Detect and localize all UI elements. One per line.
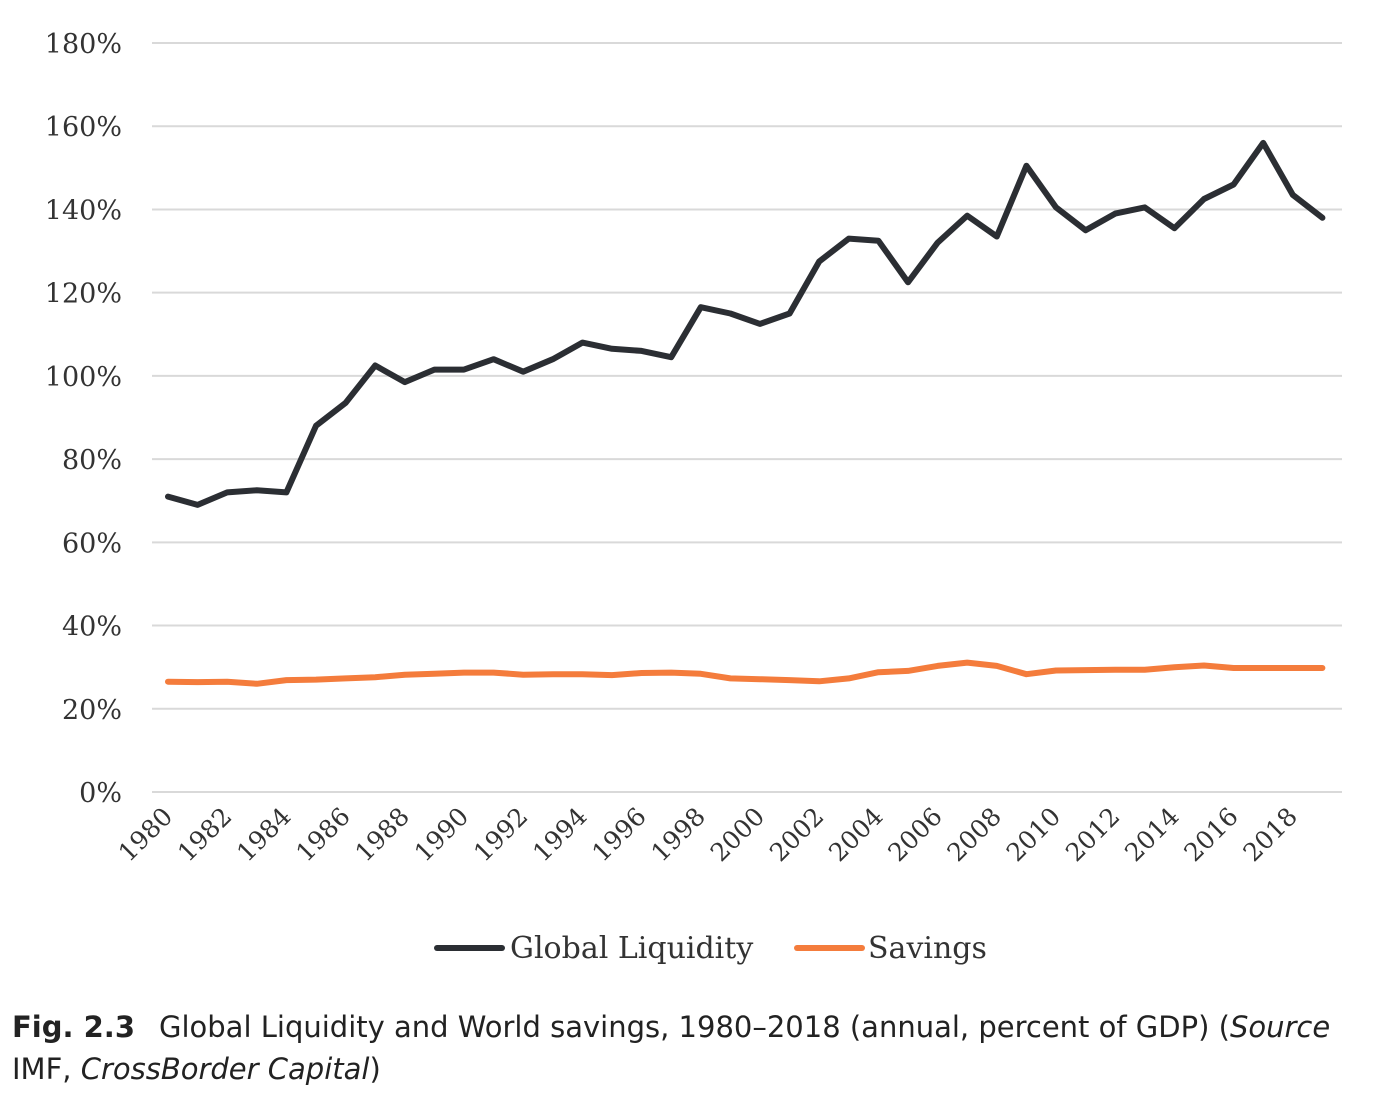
gridlines: [152, 42, 1342, 793]
legend: Global Liquidity Savings: [434, 931, 987, 966]
y-tick-label: 0%: [79, 778, 122, 809]
figure-label: Fig. 2.3: [12, 1010, 135, 1044]
x-tick-label: 2006: [882, 802, 947, 867]
y-tick-label: 80%: [62, 445, 122, 476]
x-tick-label: 1988: [350, 802, 415, 867]
y-tick-label: 40%: [62, 612, 122, 643]
x-tick-label: 2012: [1060, 802, 1125, 867]
x-tick-label: 2018: [1238, 802, 1303, 867]
series-lines: [165, 139, 1326, 687]
x-tick-label: 1996: [586, 802, 651, 867]
legend-label-savings: Savings: [868, 931, 987, 966]
y-tick-label: 60%: [62, 528, 122, 559]
x-tick-label: 1980: [113, 802, 178, 867]
x-tick-label: 2014: [1119, 802, 1184, 867]
legend-label-global-liquidity: Global Liquidity: [510, 931, 753, 966]
x-tick-label: 1990: [409, 802, 474, 867]
y-tick-label: 100%: [45, 362, 122, 393]
x-tick-label: 2016: [1178, 802, 1243, 867]
y-tick-label: 180%: [45, 29, 122, 60]
y-tick-label: 120%: [45, 279, 122, 310]
x-tick-label: 1982: [172, 802, 237, 867]
x-tick-label: 1998: [646, 802, 711, 867]
line-chart: 0%20%40%60%80%100%120%140%160%180% 19801…: [45, 29, 1342, 966]
series-line-global-liquidity: [165, 139, 1326, 508]
series-line-savings: [165, 659, 1326, 687]
caption-close: ): [369, 1052, 381, 1086]
caption-source-label: Source: [1229, 1010, 1331, 1044]
y-axis-ticks: 0% 20% 40% 60% 80% 100% 120% 140% 160% 180%: [45, 29, 122, 809]
caption-source-text: IMF,: [12, 1052, 81, 1086]
figure-caption: Fig. 2.3 Global Liquidity and World savin…: [12, 1006, 1368, 1090]
x-tick-label: 2004: [823, 802, 888, 867]
x-axis-ticks: 1980198219841986198819901992199419961998…: [113, 802, 1303, 867]
y-tick-label: 140%: [45, 195, 122, 226]
x-tick-label: 2008: [942, 802, 1007, 867]
x-tick-label: 1984: [231, 802, 296, 867]
x-tick-label: 1994: [527, 802, 592, 867]
caption-source-name: CrossBorder Capital: [80, 1052, 370, 1086]
x-tick-label: 1986: [290, 802, 355, 867]
y-tick-label: 160%: [45, 112, 122, 143]
x-tick-label: 2010: [1001, 802, 1066, 867]
x-tick-label: 1992: [468, 802, 533, 867]
caption-text: Global Liquidity and World savings, 1980…: [159, 1010, 1230, 1044]
x-tick-label: 2000: [705, 802, 770, 867]
x-tick-label: 2002: [764, 802, 829, 867]
y-tick-label: 20%: [62, 695, 122, 726]
